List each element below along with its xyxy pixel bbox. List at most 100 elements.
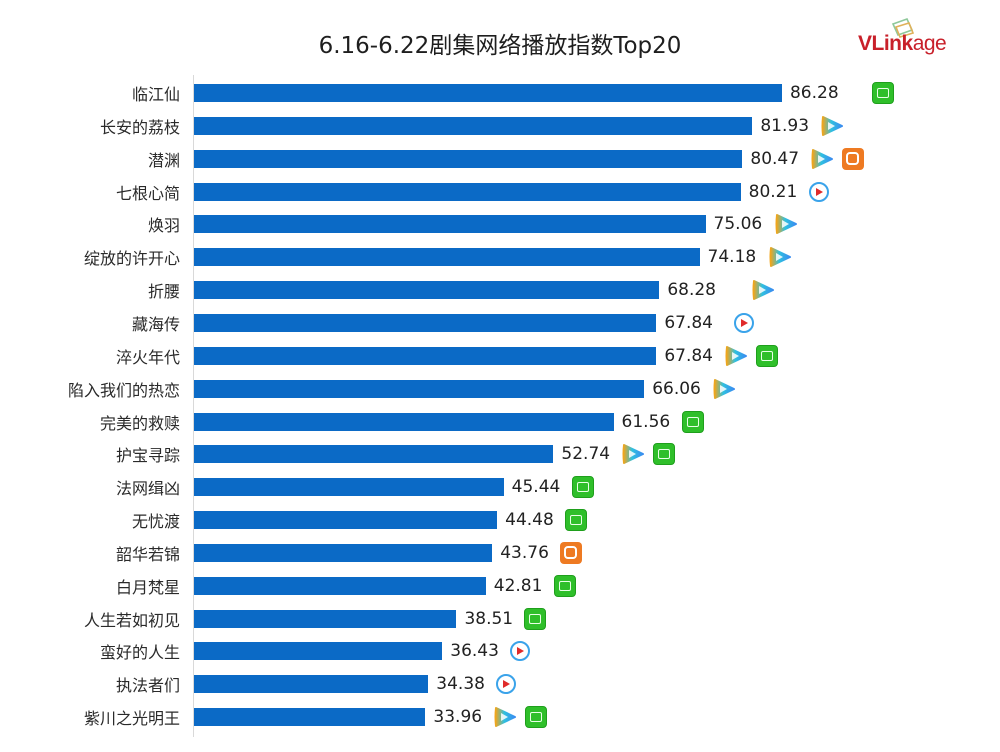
bar-row: 蛮好的人生 36.43 — [0, 635, 1000, 668]
vlinkage-logo: VLinkage — [858, 18, 968, 62]
tencent-video-icon — [821, 115, 844, 136]
bar-row: 藏海传 67.84 — [0, 306, 1000, 339]
y-axis-line — [193, 75, 194, 737]
platform-icons — [496, 674, 517, 695]
platform-icons — [808, 181, 829, 202]
bar — [194, 346, 657, 365]
bar-row: 临江仙 86.28 — [0, 77, 1000, 110]
category-label: 陷入我们的热恋 — [67, 380, 180, 400]
category-label: 淬火年代 — [115, 347, 180, 367]
category-label: 焕羽 — [147, 216, 180, 236]
bar — [194, 576, 486, 595]
bar-row: 绽放的许开心 74.18 — [0, 241, 1000, 274]
value-label: 61.56 — [621, 411, 671, 432]
bar — [194, 642, 443, 661]
bar-row: 潜渊 80.47 — [0, 142, 1000, 175]
platform-icons — [734, 312, 755, 333]
platform-icons — [524, 607, 547, 630]
mango-tv-icon — [560, 541, 583, 564]
category-label: 潜渊 — [147, 150, 180, 170]
iqiyi-icon — [756, 344, 779, 367]
platform-icons — [510, 641, 531, 662]
platform-icons — [571, 476, 594, 499]
bar — [194, 182, 741, 201]
mango-tv-icon — [842, 147, 865, 170]
category-label: 紫川之光明王 — [83, 709, 180, 729]
bar-row: 长安的荔枝 81.93 — [0, 109, 1000, 142]
bar-row: 执法者们 34.38 — [0, 668, 1000, 701]
bar — [194, 511, 498, 530]
platform-icons — [810, 147, 865, 170]
platform-icons — [871, 82, 894, 104]
platform-icons — [553, 574, 576, 597]
bar — [194, 412, 614, 431]
value-label: 74.18 — [707, 247, 757, 268]
platform-icons — [681, 410, 704, 433]
bar-row: 陷入我们的热恋 66.06 — [0, 372, 1000, 405]
value-label: 38.51 — [464, 608, 514, 629]
bar — [194, 675, 429, 694]
category-label: 完美的救赎 — [99, 413, 180, 433]
category-label: 无忧渡 — [131, 512, 180, 532]
value-label: 86.28 — [789, 83, 839, 103]
iqiyi-icon — [525, 706, 548, 729]
category-label: 韶华若锦 — [115, 544, 180, 564]
bar — [194, 248, 700, 267]
platform-icons — [493, 706, 548, 729]
bar-row: 折腰 68.28 — [0, 274, 1000, 307]
value-label: 66.06 — [652, 378, 701, 399]
bar-row: 白月梵星 42.81 — [0, 569, 1000, 602]
bar — [194, 543, 493, 562]
bar — [194, 149, 743, 168]
platform-icons — [724, 344, 779, 367]
bar — [194, 84, 782, 102]
logo-text-light: age — [912, 32, 947, 55]
value-label: 68.28 — [667, 280, 716, 301]
value-label: 67.84 — [664, 312, 713, 333]
platform-icons — [565, 509, 588, 532]
bar — [194, 313, 657, 332]
value-label: 80.21 — [748, 181, 798, 202]
bar-row: 淬火年代 67.84 — [0, 339, 1000, 372]
category-label: 折腰 — [147, 282, 180, 302]
logo-text: VLinkage — [858, 32, 947, 56]
platform-icons — [712, 378, 736, 400]
value-label: 43.76 — [500, 542, 549, 563]
category-label: 七根心简 — [115, 183, 180, 203]
bar — [194, 445, 554, 464]
platform-icons — [820, 115, 844, 137]
bar-row: 无忧渡 44.48 — [0, 504, 1000, 537]
bar — [194, 116, 753, 135]
category-label: 护宝寻踪 — [115, 446, 180, 466]
value-label: 36.43 — [450, 641, 499, 662]
bar-row: 人生若如初见 38.51 — [0, 602, 1000, 635]
iqiyi-icon — [553, 574, 576, 597]
platform-icons — [774, 213, 798, 235]
tencent-video-icon — [725, 345, 748, 366]
iqiyi-icon — [524, 607, 547, 630]
platform-icons — [560, 541, 583, 564]
bar — [194, 379, 645, 398]
youku-icon — [510, 641, 531, 662]
value-label: 42.81 — [493, 575, 543, 596]
iqiyi-icon — [871, 82, 894, 104]
tencent-video-icon — [713, 378, 736, 399]
category-label: 绽放的许开心 — [83, 249, 180, 269]
bar-row: 韶华若锦 43.76 — [0, 536, 1000, 569]
value-label: 67.84 — [664, 345, 713, 366]
tencent-video-icon — [769, 247, 791, 268]
category-label: 白月梵星 — [115, 577, 180, 597]
bar-row: 完美的救赎 61.56 — [0, 405, 1000, 438]
bar-row: 七根心简 80.21 — [0, 175, 1000, 208]
tencent-video-icon — [752, 280, 775, 301]
bar — [194, 478, 504, 497]
bar-row: 护宝寻踪 52.74 — [0, 438, 1000, 471]
youku-icon — [734, 312, 755, 333]
chart-title: 6.16-6.22剧集网络播放指数Top20 — [318, 33, 682, 59]
bar — [194, 215, 706, 234]
platform-icons — [621, 443, 676, 466]
value-label: 44.48 — [505, 510, 554, 531]
category-label: 长安的荔枝 — [99, 117, 180, 137]
bar — [194, 609, 457, 628]
